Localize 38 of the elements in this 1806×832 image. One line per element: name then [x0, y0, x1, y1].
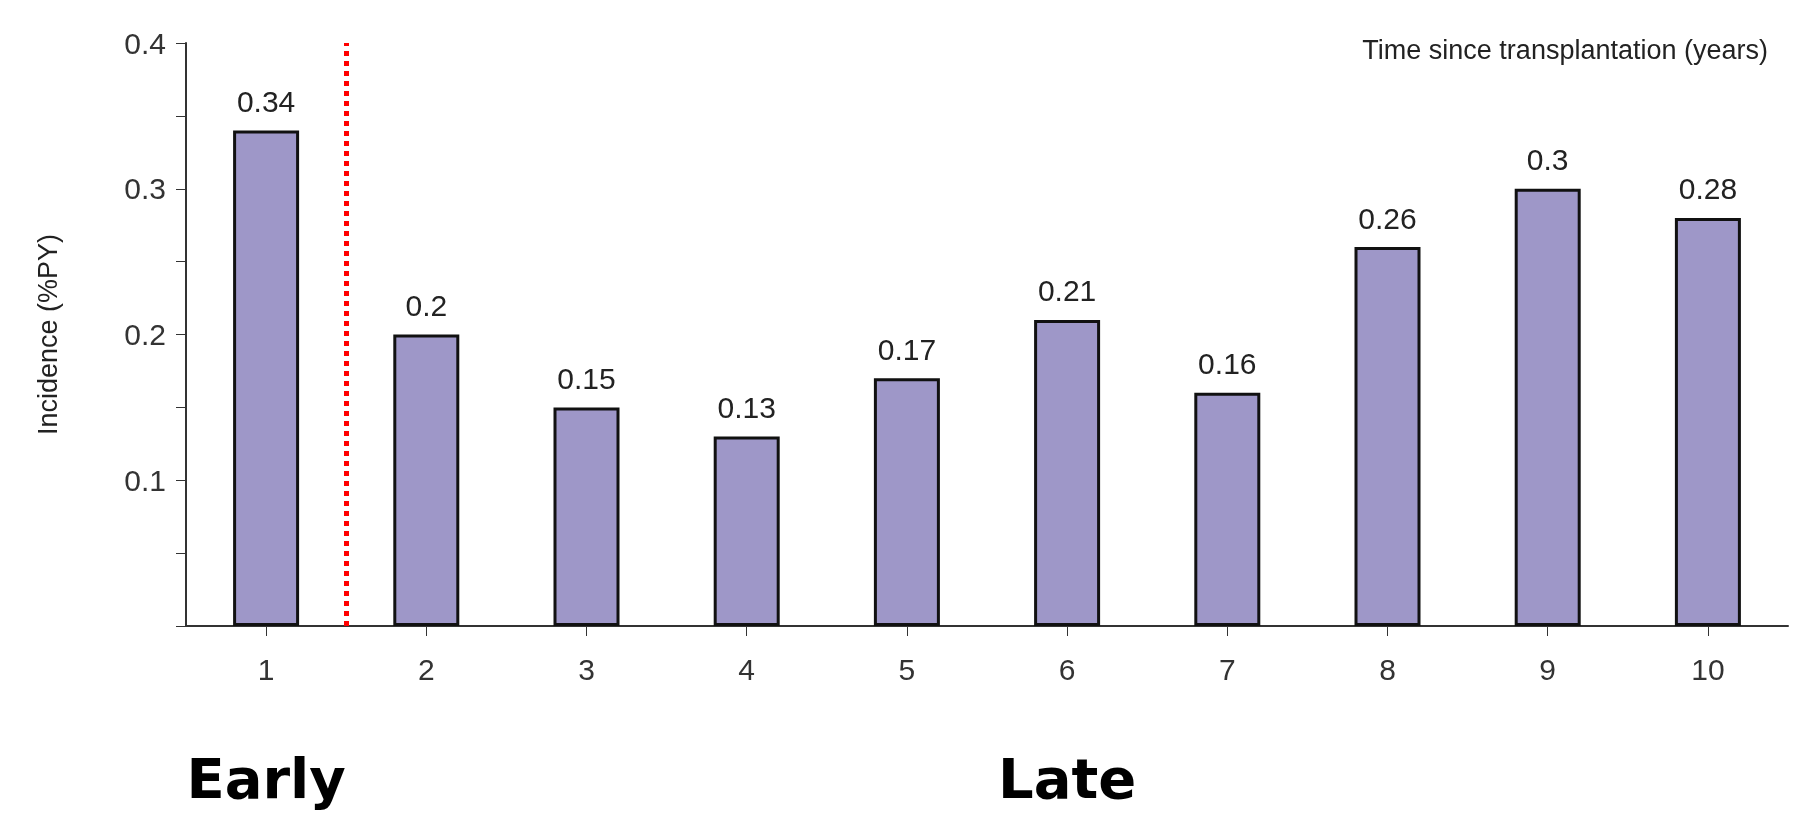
bar: [553, 407, 620, 626]
data-label: 0.26: [1358, 201, 1417, 235]
data-label: 0.34: [236, 84, 296, 118]
x-tick-label: 9: [1539, 652, 1557, 686]
bar: [1514, 188, 1581, 626]
bar: [1034, 319, 1101, 626]
x-tick-label: 3: [578, 652, 595, 686]
text: Late: [997, 745, 1137, 811]
x-tick-label: 2: [417, 652, 435, 686]
data-label: 0.21: [1037, 274, 1097, 308]
y-tick-label: 0.3: [124, 172, 166, 206]
x-tick-label: 4: [738, 652, 756, 686]
data-label: 0.2: [405, 289, 448, 322]
y-tick-label: 0.4: [124, 26, 166, 60]
x-tick-label: 8: [1379, 652, 1396, 686]
bar: [873, 378, 940, 626]
bar: [1194, 392, 1261, 626]
x-tick-label: 1: [257, 652, 275, 686]
y-tick-label: 0.2: [124, 318, 166, 351]
bar: [1354, 247, 1421, 626]
bar: [1674, 217, 1741, 626]
data-label: 0.28: [1678, 172, 1738, 206]
x-tick-label: 5: [898, 652, 916, 686]
bar: [713, 436, 780, 626]
x-tick-label: 6: [1058, 652, 1076, 686]
text: Early: [186, 745, 346, 811]
data-label: 0.3: [1526, 143, 1569, 177]
bar: [393, 334, 460, 626]
x-axis-title: Time since transplantation (years): [1362, 34, 1769, 65]
y-axis-title: Incidence (%PY): [32, 233, 63, 436]
data-label: 0.15: [557, 361, 616, 395]
x-tick-label: 7: [1218, 652, 1236, 686]
bar: [233, 130, 300, 626]
x-tick-label: 10: [1691, 652, 1725, 686]
data-label: 0.13: [717, 391, 776, 425]
y-tick-label: 0.1: [124, 463, 166, 497]
data-label: 0.17: [877, 332, 937, 366]
data-label: 0.16: [1198, 347, 1257, 381]
